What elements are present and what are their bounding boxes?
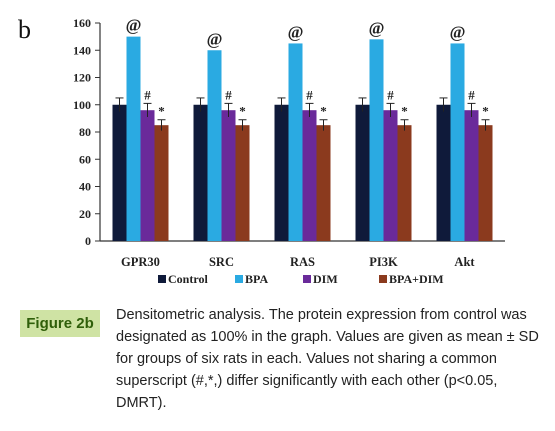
chart-axes: 0 20 40 60 80 100 120 140 160: [73, 16, 505, 248]
y-tick-label: 0: [85, 234, 91, 248]
bar-control: [112, 104, 127, 241]
bar-bpa: [450, 43, 465, 241]
bar-dim: [464, 110, 479, 241]
bar-bpa-dim: [316, 125, 331, 241]
x-tick-label: GPR30: [121, 255, 160, 269]
y-tick-label: 40: [79, 180, 91, 194]
bar-bpa: [126, 36, 141, 241]
significance-marker: @: [450, 22, 466, 41]
legend-swatch: [158, 275, 166, 283]
bar-control: [193, 104, 208, 241]
significance-marker: @: [369, 18, 385, 37]
significance-marker: #: [144, 87, 151, 102]
bar-dim: [302, 110, 317, 241]
significance-marker: #: [306, 87, 313, 102]
chart-legend: Control BPA DIM BPA+DIM: [158, 272, 444, 286]
significance-marker: @: [207, 29, 223, 48]
figure-label: Figure 2b: [20, 310, 100, 337]
figure-caption: Densitometric analysis. The protein expr…: [116, 307, 539, 411]
x-tick-label: PI3K: [369, 255, 398, 269]
y-tick-label: 120: [73, 71, 91, 85]
significance-marker: #: [468, 87, 475, 102]
y-tick-label: 60: [79, 152, 91, 166]
significance-marker: *: [158, 104, 165, 119]
chart-labels: GPR30 SRC RAS PI3K Akt: [121, 255, 475, 269]
significance-marker: *: [239, 104, 246, 119]
significance-marker: *: [482, 104, 489, 119]
bar-control: [274, 104, 289, 241]
bar-bpa-dim: [154, 125, 169, 241]
significance-marker: *: [401, 104, 408, 119]
y-tick-label: 100: [73, 98, 91, 112]
bar-bpa-dim: [397, 125, 412, 241]
legend-label: BPA: [245, 272, 268, 286]
legend-label: BPA+DIM: [389, 272, 444, 286]
bar-dim: [383, 110, 398, 241]
y-tick-label: 20: [79, 207, 91, 221]
y-tick-label: 160: [73, 16, 91, 30]
legend-label: DIM: [313, 272, 338, 286]
bar-bpa-dim: [478, 125, 493, 241]
y-tick-label: 80: [79, 125, 91, 139]
x-tick-label: SRC: [209, 255, 234, 269]
x-tick-label: RAS: [290, 255, 315, 269]
y-tick-label: 140: [73, 43, 91, 57]
bar-control: [355, 104, 370, 241]
legend-swatch: [235, 275, 243, 283]
significance-marker: @: [126, 16, 142, 35]
significance-marker: @: [288, 22, 304, 41]
bar-control: [436, 104, 451, 241]
bar-dim: [140, 110, 155, 241]
bar-bpa: [369, 39, 384, 241]
chart-bars: @ # * @ # * @ # * @ # * @ # *: [112, 16, 493, 241]
legend-label: Control: [168, 272, 208, 286]
bar-bpa: [288, 43, 303, 241]
x-tick-label: Akt: [454, 255, 475, 269]
bar-bpa: [207, 50, 222, 241]
panel-label: b: [18, 15, 31, 44]
significance-marker: #: [387, 87, 394, 102]
bar-dim: [221, 110, 236, 241]
legend-swatch: [303, 275, 311, 283]
significance-marker: *: [320, 104, 327, 119]
legend-swatch: [379, 275, 387, 283]
bar-bpa-dim: [235, 125, 250, 241]
significance-marker: #: [225, 87, 232, 102]
